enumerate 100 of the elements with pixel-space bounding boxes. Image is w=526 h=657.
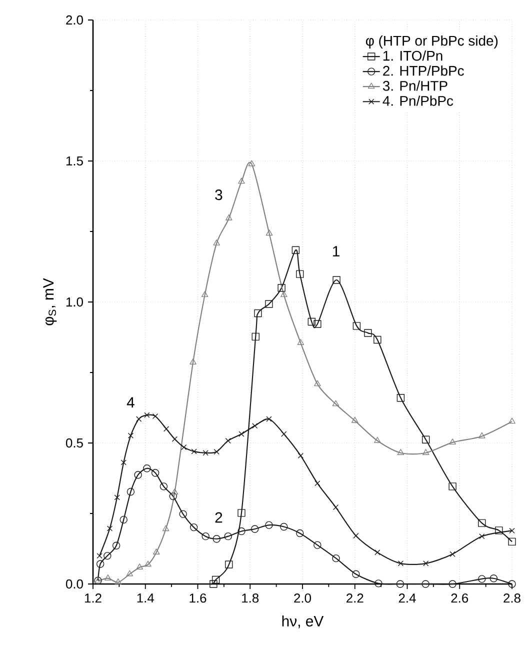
point: [508, 418, 516, 424]
point: [106, 526, 113, 532]
point: [332, 554, 340, 562]
y-tick-label: 0.5: [66, 438, 83, 448]
point: [280, 291, 288, 298]
point: [450, 551, 456, 557]
point: [374, 580, 382, 588]
point: [190, 358, 196, 364]
point: [152, 548, 160, 555]
point: [104, 552, 112, 560]
point: [495, 526, 503, 534]
point: [332, 504, 339, 510]
x-tick-label: 2.4: [398, 594, 416, 603]
x-tick-label: 1.2: [84, 594, 102, 603]
point: [509, 528, 515, 534]
point: [422, 436, 430, 444]
point: [169, 492, 177, 500]
point: [296, 529, 304, 538]
point: [398, 560, 404, 566]
point: [143, 464, 151, 472]
point: [160, 482, 168, 490]
point: [254, 309, 262, 318]
point: [478, 432, 486, 438]
point: [96, 560, 104, 568]
point: [374, 550, 380, 556]
point: [238, 509, 246, 517]
point: [332, 276, 340, 284]
point: [374, 436, 381, 443]
x-axis-title: hν, eV: [282, 616, 324, 628]
point: [190, 523, 198, 532]
legend-label: 3. Pn/HTP: [382, 80, 448, 91]
y-tick-label: 1.5: [66, 156, 83, 166]
point: [423, 560, 429, 566]
point: [448, 482, 456, 490]
point: [508, 538, 516, 546]
point: [397, 449, 404, 455]
point: [224, 532, 232, 540]
point: [214, 448, 220, 455]
point: [213, 239, 220, 246]
point: [352, 570, 360, 578]
point: [280, 522, 288, 531]
point: [144, 560, 152, 567]
point: [238, 178, 245, 184]
x-tick-label: 1.6: [190, 594, 206, 603]
x-tick-label: 2.0: [294, 594, 311, 603]
point: [152, 413, 158, 420]
point: [96, 552, 102, 559]
point: [114, 494, 120, 500]
point: [266, 230, 273, 236]
y-tick-label: 2.0: [66, 15, 83, 25]
point: [278, 284, 286, 292]
y-tick-label: 1.0: [66, 297, 83, 307]
point: [238, 527, 246, 536]
point: [202, 450, 208, 456]
point: [134, 471, 142, 479]
point: [210, 580, 218, 588]
point: [422, 580, 430, 588]
point: [126, 570, 134, 576]
point: [104, 574, 112, 580]
point: [212, 535, 220, 543]
point: [353, 532, 359, 539]
point: [126, 488, 135, 496]
point: [449, 438, 456, 445]
point: [120, 516, 128, 524]
point: [171, 488, 178, 494]
x-tick-label: 2.6: [451, 594, 468, 603]
x-tick-label: 1.8: [242, 594, 259, 603]
annotation: 2: [215, 512, 222, 523]
point: [374, 336, 382, 344]
point: [225, 438, 231, 444]
point: [252, 332, 260, 341]
point: [265, 300, 273, 308]
point: [396, 580, 404, 588]
point: [296, 270, 304, 278]
point: [179, 510, 187, 518]
point: [281, 431, 287, 437]
legend-label: 1. ITO/Pn: [383, 50, 442, 61]
point: [114, 578, 122, 584]
point: [248, 160, 256, 166]
point: [112, 542, 120, 550]
point: [250, 525, 259, 533]
point: [164, 426, 170, 432]
point: [364, 329, 372, 337]
legend-label: 4. Pn/PbPc: [382, 96, 454, 106]
point: [266, 416, 272, 422]
legend-label: 2. HTP/PbPc: [383, 66, 464, 76]
legend-title: φ (HTP or PbPc side): [366, 35, 498, 48]
point: [225, 560, 233, 568]
point: [191, 448, 197, 454]
point: [238, 431, 244, 437]
point: [136, 416, 142, 422]
x-tick-label: 2.2: [346, 594, 364, 603]
annotation: 1: [333, 246, 340, 256]
point: [448, 580, 456, 588]
point: [508, 580, 516, 588]
point: [128, 432, 134, 438]
x-tick-label: 1.4: [137, 594, 154, 602]
point: [201, 291, 208, 298]
point: [292, 246, 300, 254]
y-tick-label: 0.0: [66, 579, 83, 589]
